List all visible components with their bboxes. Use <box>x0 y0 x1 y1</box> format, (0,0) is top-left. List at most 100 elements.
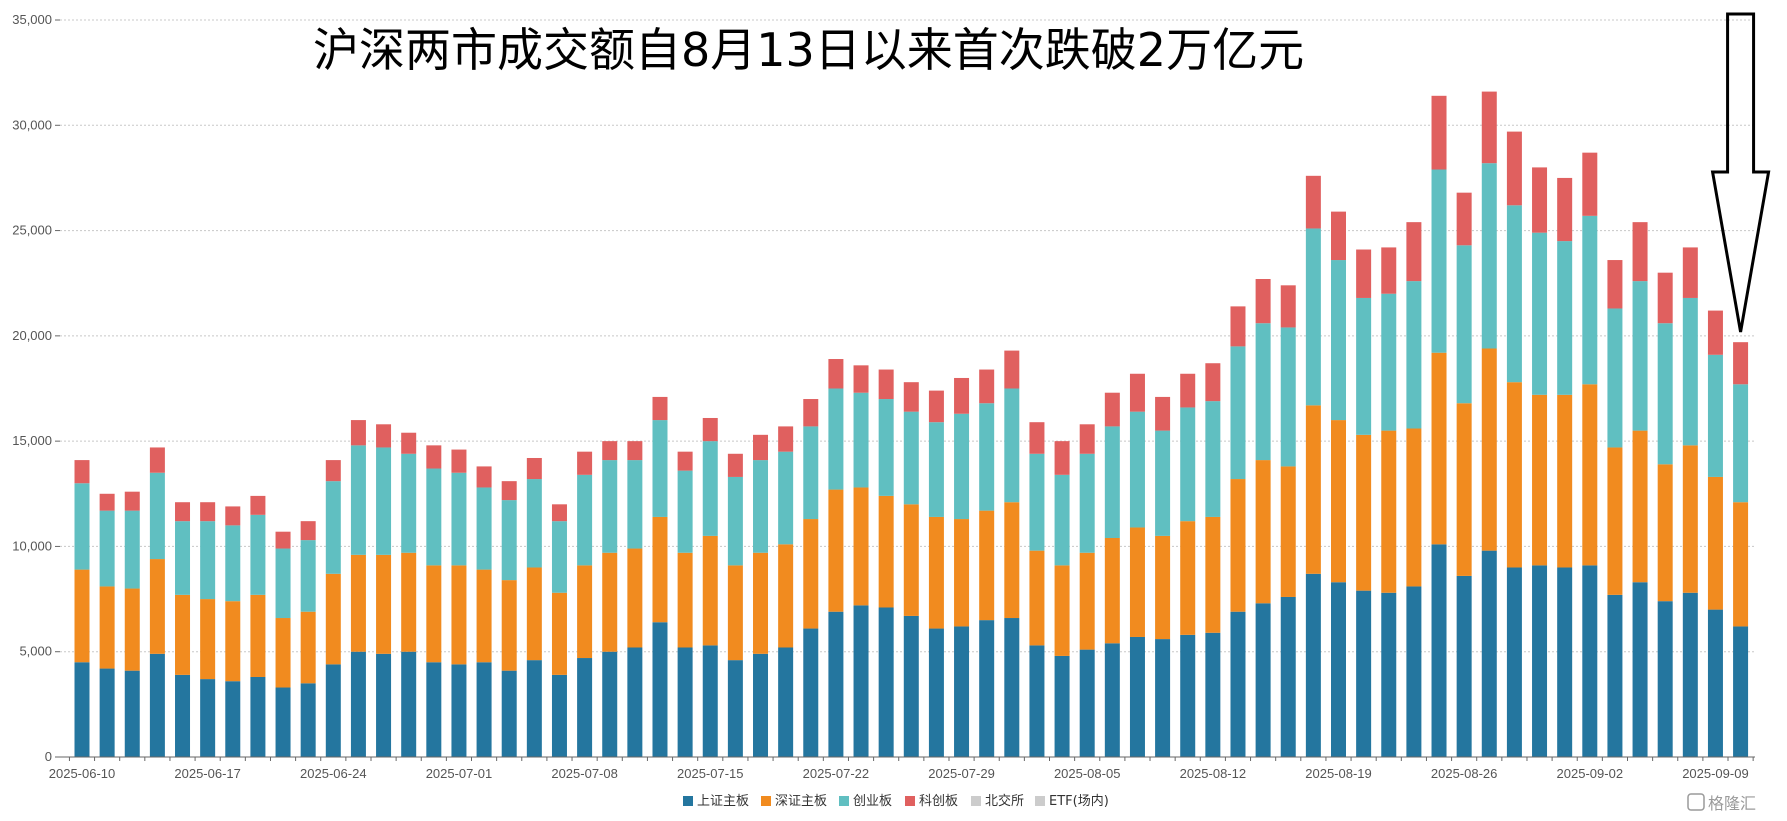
bar-segment <box>627 460 643 549</box>
x-tick-label: 2025-06-24 <box>300 766 367 781</box>
bar-segment <box>1607 447 1623 595</box>
bar-segment <box>1305 228 1321 406</box>
legend-label[interactable]: 北交所 <box>985 793 1024 809</box>
bar-segment <box>1532 394 1548 566</box>
bar-segment <box>1331 260 1346 421</box>
bar-segment <box>577 451 593 475</box>
legend-label[interactable]: 上证主板 <box>697 794 749 809</box>
bar-segment <box>300 683 316 757</box>
annotation-layer <box>1710 12 1771 333</box>
legend-swatch[interactable] <box>761 796 771 806</box>
bar-segment <box>778 544 794 648</box>
bar-segment <box>1733 384 1749 503</box>
bar-segment <box>979 510 995 621</box>
bar-segment <box>275 548 291 619</box>
bar-segment <box>903 504 919 616</box>
bar-segment <box>1255 603 1271 757</box>
bar-segment <box>954 413 970 520</box>
bar-segment <box>1481 91 1497 164</box>
bar-segment <box>1230 479 1246 612</box>
watermark-logo-icon <box>1687 793 1705 811</box>
bar-segment <box>727 453 743 477</box>
bar-segment <box>1456 245 1472 404</box>
bar-segment <box>1657 272 1673 324</box>
bar-segment <box>1406 428 1422 587</box>
bar-segment <box>1682 247 1698 298</box>
bar-segment <box>1582 384 1598 566</box>
bar-segment <box>149 472 165 560</box>
bar-segment <box>727 565 743 661</box>
bar-segment <box>1129 411 1145 528</box>
bar-segment <box>1557 241 1573 395</box>
legend-label[interactable]: 创业板 <box>853 794 892 809</box>
bar-segment <box>1079 649 1095 757</box>
bar-segment <box>1129 527 1145 637</box>
bar-segment <box>1707 609 1723 757</box>
watermark: 格隆汇 <box>1687 793 1756 813</box>
bar-segment <box>1180 373 1196 408</box>
bar-segment <box>426 662 442 757</box>
y-tick-label: 25,000 <box>12 223 52 238</box>
bar-segment <box>1657 601 1673 757</box>
bar-segment <box>1180 521 1196 635</box>
legend-swatch[interactable] <box>905 796 915 806</box>
bar-segment <box>1230 346 1246 480</box>
bar-segment <box>200 502 216 522</box>
bar-segment <box>627 647 643 757</box>
bar-segment <box>1255 323 1271 461</box>
y-tick-label: 0 <box>45 749 52 764</box>
legend-swatch[interactable] <box>1035 796 1045 806</box>
bar-segment <box>225 601 241 682</box>
legend-swatch[interactable] <box>971 796 981 806</box>
bar-segment <box>1280 285 1296 328</box>
watermark-text: 格隆汇 <box>1708 794 1756 813</box>
bar-segment <box>551 521 567 593</box>
y-tick-label: 15,000 <box>12 433 52 448</box>
bar-segment <box>1406 281 1422 429</box>
bar-segment <box>1331 211 1346 261</box>
bar-segment <box>677 647 693 757</box>
legend-swatch[interactable] <box>683 796 693 806</box>
bar-segment <box>1029 453 1045 551</box>
bar-segment <box>853 392 869 488</box>
legend-label[interactable]: ETF(场内) <box>1049 793 1109 809</box>
bar-segment <box>1456 575 1472 757</box>
bar-segment <box>853 487 869 606</box>
bar-segment <box>275 687 291 757</box>
x-tick-label: 2025-07-15 <box>677 766 744 781</box>
bar-segment <box>401 453 417 553</box>
bar-segment <box>702 645 718 757</box>
bar-segment <box>124 491 140 511</box>
bar-segment <box>451 664 467 757</box>
bar-segment <box>828 489 844 612</box>
y-tick-label: 35,000 <box>12 12 52 27</box>
bar-segment <box>803 426 819 520</box>
bar-segment <box>1356 434 1372 591</box>
bar-segment <box>954 626 970 757</box>
bar-segment <box>853 605 869 757</box>
bar-segment <box>1431 544 1447 757</box>
bar-segment <box>753 460 769 553</box>
bar-segment <box>652 622 668 757</box>
bar-segment <box>602 651 618 757</box>
bar-segment <box>1481 550 1497 757</box>
grid-layer <box>60 19 1755 653</box>
x-tick-label: 2025-09-09 <box>1682 766 1749 781</box>
bar-segment <box>602 552 618 652</box>
bar-segment <box>401 651 417 757</box>
bar-segment <box>1155 535 1171 640</box>
bar-segment <box>551 592 567 675</box>
bar-segment <box>1582 215 1598 385</box>
bar-segment <box>1104 538 1120 644</box>
bar-segment <box>1506 131 1522 206</box>
x-tick-label: 2025-07-08 <box>551 766 618 781</box>
legend-swatch[interactable] <box>839 796 849 806</box>
bar-segment <box>778 426 794 452</box>
legend-label[interactable]: 科创板 <box>919 794 958 809</box>
x-tick-label: 2025-08-05 <box>1054 766 1121 781</box>
bar-segment <box>175 521 191 595</box>
bar-segment <box>551 674 567 757</box>
bar-segment <box>1682 297 1698 446</box>
legend-label[interactable]: 深证主板 <box>775 794 827 809</box>
bar-segment <box>476 466 492 488</box>
